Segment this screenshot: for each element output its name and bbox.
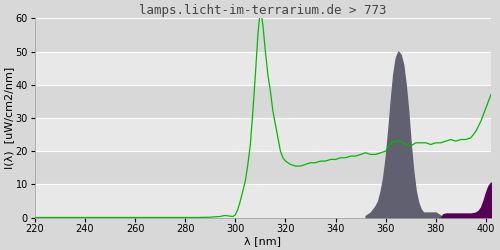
Y-axis label: I(λ)  [uW/cm2/nm]: I(λ) [uW/cm2/nm] <box>4 67 14 169</box>
Bar <box>35 18 491 52</box>
X-axis label: λ [nm]: λ [nm] <box>244 236 282 246</box>
Title: lamps.licht-im-terrarium.de > 773: lamps.licht-im-terrarium.de > 773 <box>139 4 386 17</box>
Bar <box>35 85 491 118</box>
Bar <box>35 151 491 184</box>
